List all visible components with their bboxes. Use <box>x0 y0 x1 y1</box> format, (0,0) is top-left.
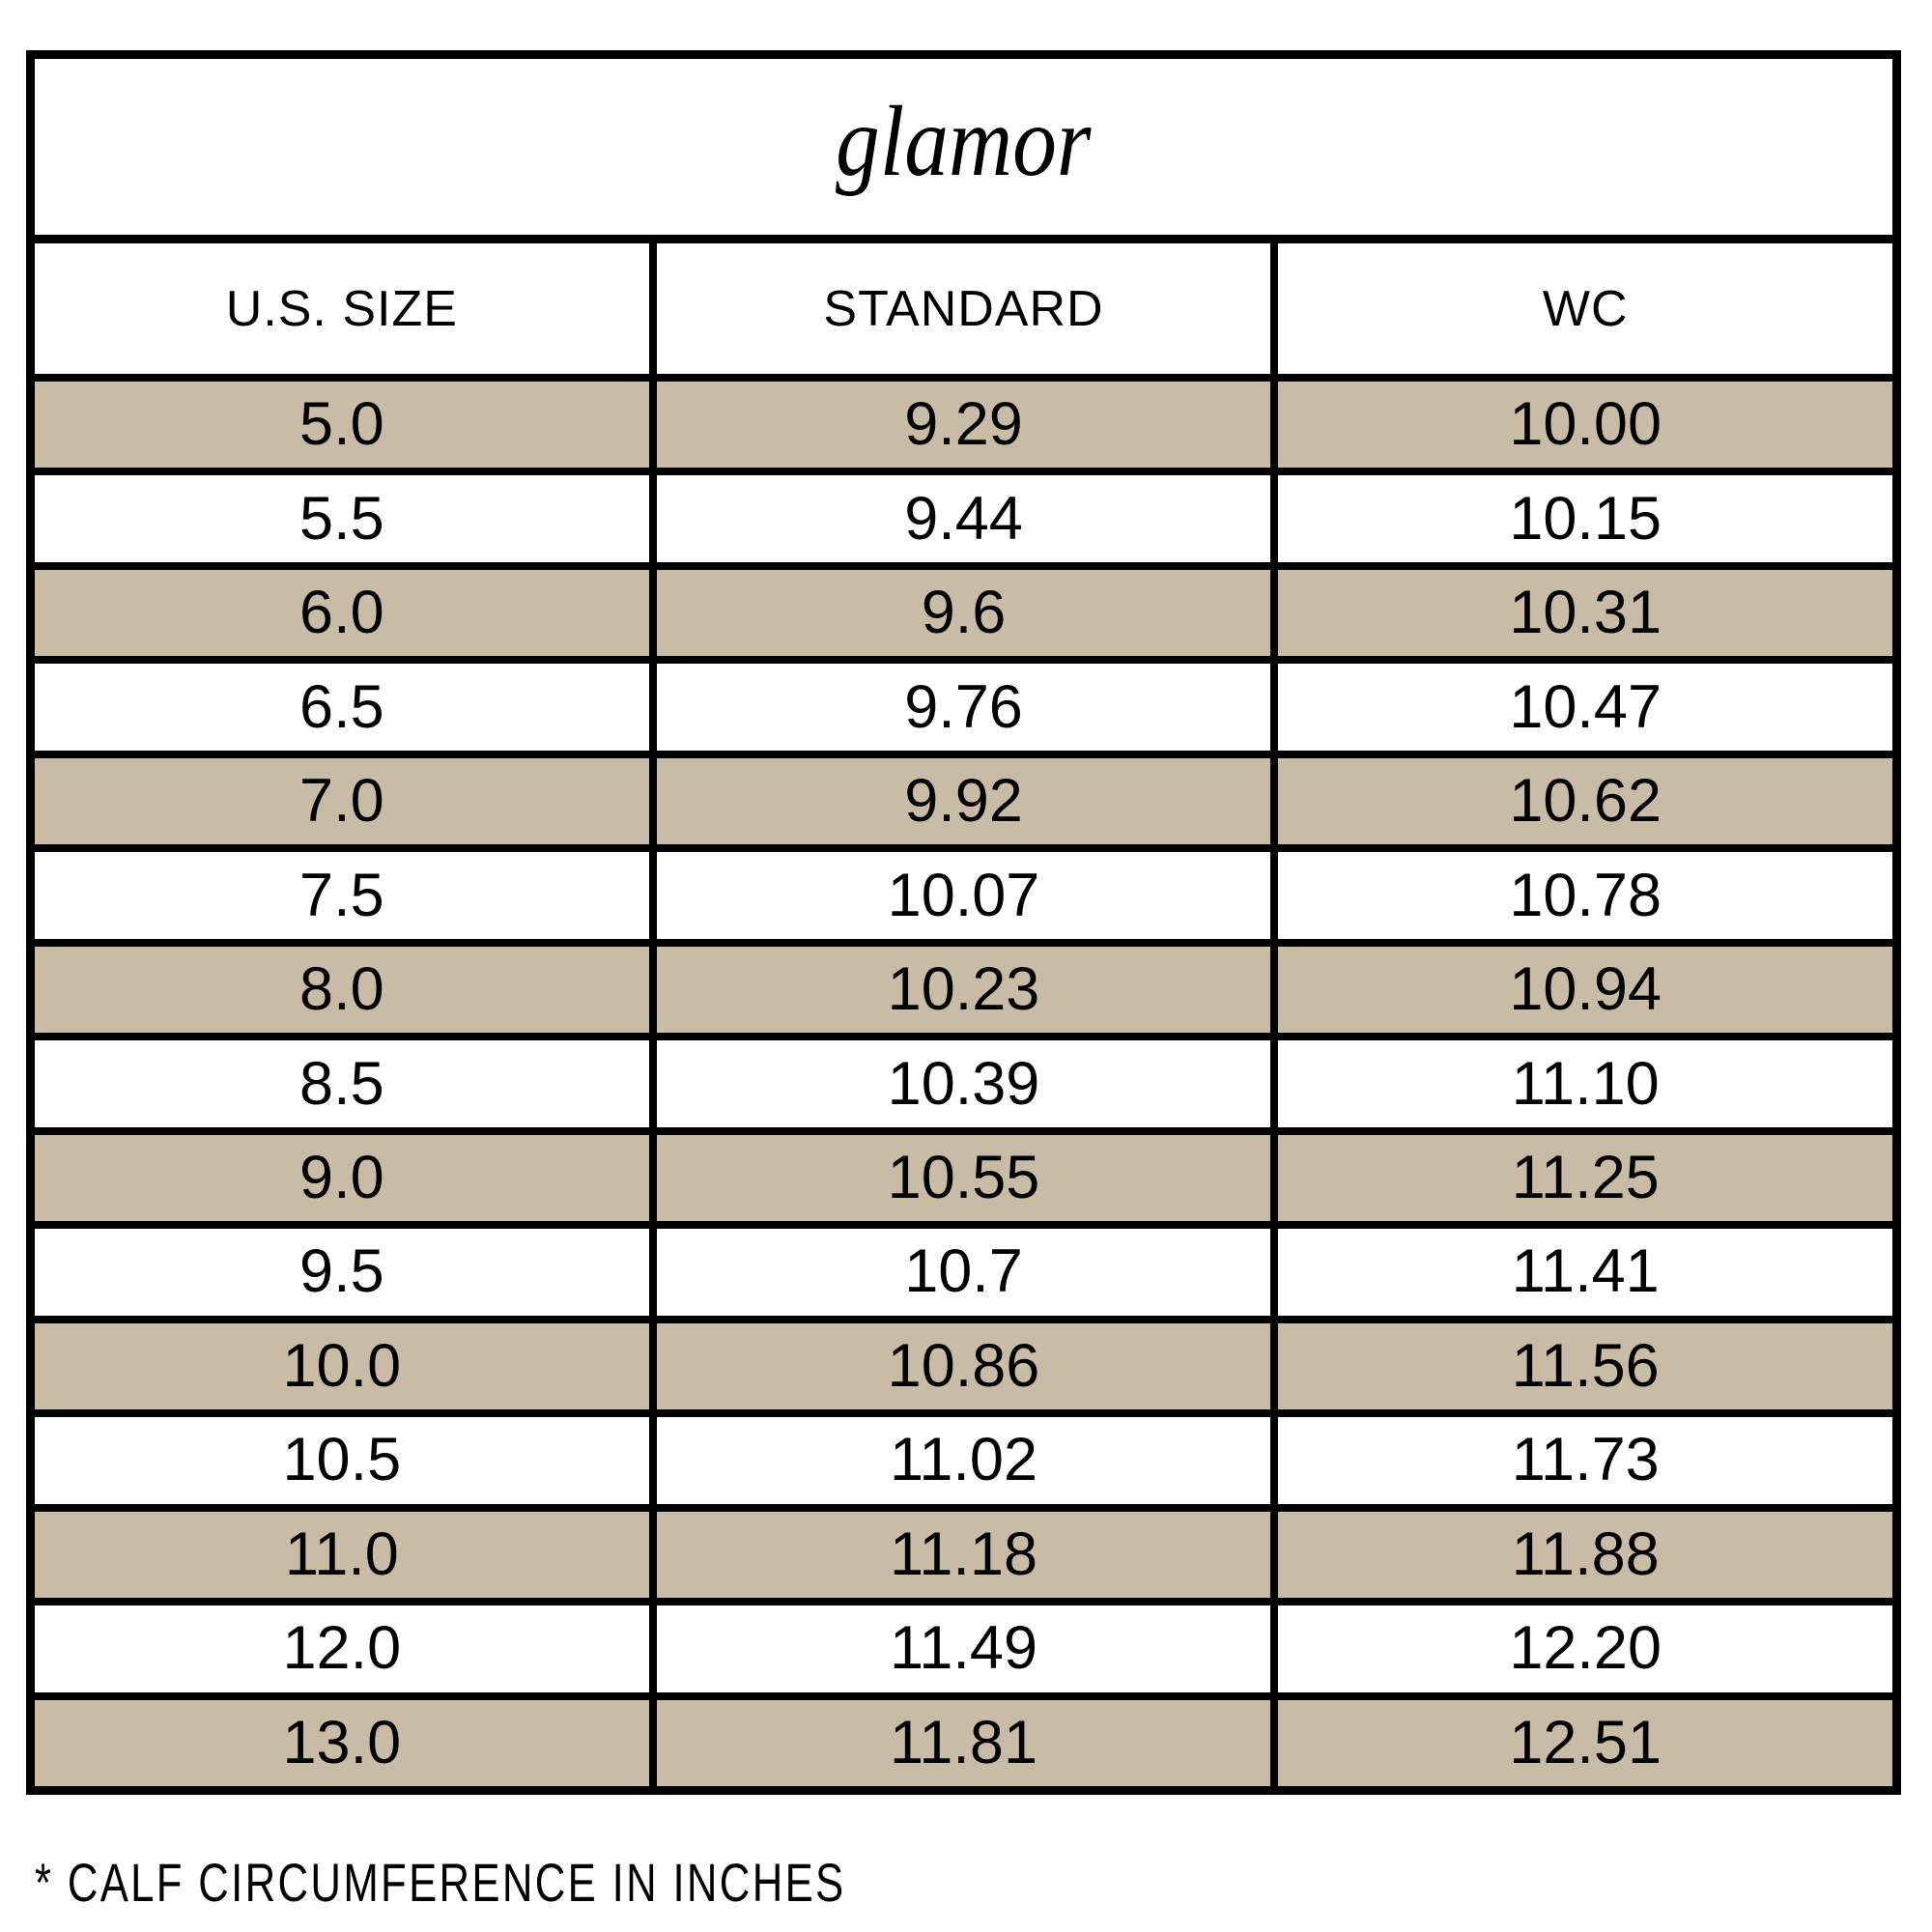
brand-title-row: glamor <box>35 59 1892 235</box>
cell-us-size: 6.5 <box>299 672 384 741</box>
cell-wc: 12.20 <box>1270 1605 1892 1692</box>
table-row: 9.0 10.55 11.25 <box>35 1126 1892 1222</box>
table-row: 6.0 9.6 10.31 <box>35 561 1892 657</box>
cell-wc: 10.00 <box>1270 382 1892 469</box>
footnote: * CALF CIRCUMFERENCE IN INCHES <box>35 1852 846 1913</box>
cell-us-size: 13.0 <box>282 1708 402 1776</box>
cell-standard: 10.39 <box>648 1040 1271 1127</box>
table-row: 13.0 11.81 12.51 <box>35 1691 1892 1787</box>
cell-wc: 10.78 <box>1270 852 1892 939</box>
cell-standard: 11.02 <box>648 1417 1271 1504</box>
cell-wc: 11.41 <box>1270 1229 1892 1316</box>
cell-us-size: 9.0 <box>299 1143 384 1211</box>
cell-us-size: 9.5 <box>299 1237 384 1306</box>
table-header-row: U.S. SIZE STANDARD WC <box>35 235 1892 374</box>
cell-standard: 9.92 <box>648 757 1271 845</box>
cell-wc: 10.94 <box>1270 946 1892 1034</box>
cell-standard: 11.49 <box>648 1605 1271 1692</box>
table-row: 9.5 10.7 11.41 <box>35 1221 1892 1316</box>
table-row: 5.0 9.29 10.00 <box>35 374 1892 469</box>
column-header-standard: STANDARD <box>648 243 1271 374</box>
cell-us-size: 5.5 <box>299 484 384 553</box>
table-row: 8.5 10.39 11.10 <box>35 1033 1892 1127</box>
cell-us-size: 7.0 <box>299 767 384 836</box>
column-header-us-size: U.S. SIZE <box>225 280 458 337</box>
size-chart-table: glamor U.S. SIZE STANDARD WC 5.0 9.29 10… <box>26 50 1901 1795</box>
cell-wc: 10.47 <box>1270 664 1892 751</box>
table-row: 6.5 9.76 10.47 <box>35 656 1892 751</box>
table-row: 10.5 11.02 11.73 <box>35 1409 1892 1504</box>
cell-us-size: 7.5 <box>299 861 384 929</box>
cell-standard: 9.44 <box>648 475 1271 562</box>
cell-standard: 11.18 <box>648 1511 1271 1599</box>
cell-us-size: 11.0 <box>284 1520 399 1588</box>
cell-standard: 10.07 <box>648 852 1271 939</box>
cell-standard: 10.86 <box>648 1322 1271 1410</box>
table-row: 11.0 11.18 11.88 <box>35 1503 1892 1599</box>
cell-standard: 11.81 <box>648 1699 1271 1787</box>
cell-us-size: 6.0 <box>299 579 384 647</box>
brand-title: glamor <box>836 86 1092 197</box>
cell-us-size: 8.0 <box>299 955 384 1024</box>
cell-wc: 11.56 <box>1270 1322 1892 1410</box>
cell-standard: 10.23 <box>648 946 1271 1034</box>
cell-wc: 10.15 <box>1270 475 1892 562</box>
column-header-wc: WC <box>1270 243 1892 374</box>
table-row: 8.0 10.23 10.94 <box>35 938 1892 1034</box>
cell-us-size: 10.0 <box>282 1331 402 1400</box>
cell-wc: 11.25 <box>1270 1134 1892 1222</box>
cell-standard: 9.29 <box>648 382 1271 469</box>
cell-wc: 11.73 <box>1270 1417 1892 1504</box>
cell-standard: 10.55 <box>648 1134 1271 1222</box>
table-row: 12.0 11.49 12.20 <box>35 1598 1892 1692</box>
cell-wc: 12.51 <box>1270 1699 1892 1787</box>
cell-wc: 11.10 <box>1270 1040 1892 1127</box>
cell-wc: 10.62 <box>1270 757 1892 845</box>
cell-us-size: 12.0 <box>282 1614 402 1683</box>
cell-us-size: 10.5 <box>282 1426 402 1494</box>
cell-wc: 11.88 <box>1270 1511 1892 1599</box>
cell-standard: 10.7 <box>648 1229 1271 1316</box>
cell-wc: 10.31 <box>1270 569 1892 657</box>
cell-standard: 9.76 <box>648 664 1271 751</box>
cell-us-size: 8.5 <box>299 1049 384 1118</box>
cell-standard: 9.6 <box>648 569 1271 657</box>
table-row: 7.0 9.92 10.62 <box>35 750 1892 845</box>
table-row: 10.0 10.86 11.56 <box>35 1315 1892 1410</box>
cell-us-size: 5.0 <box>299 390 384 459</box>
table-row: 5.5 9.44 10.15 <box>35 468 1892 562</box>
table-row: 7.5 10.07 10.78 <box>35 844 1892 939</box>
